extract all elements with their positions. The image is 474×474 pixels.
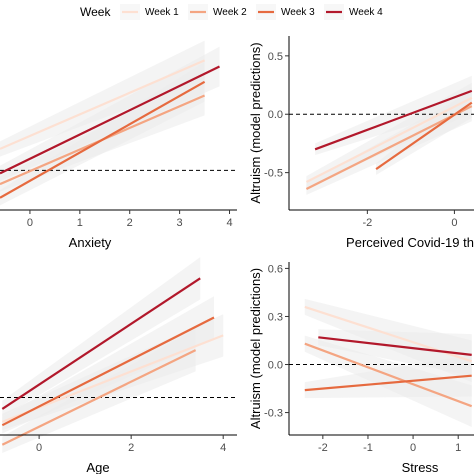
series-line-week-1 bbox=[0, 59, 206, 150]
series-line-week-4 bbox=[318, 336, 472, 356]
series-line-week-3 bbox=[375, 101, 473, 171]
legend-item-week-3: Week 3 bbox=[256, 4, 315, 20]
x-tick-label: 0 bbox=[36, 442, 42, 454]
x-tick-label: 2 bbox=[127, 217, 133, 229]
series-line-week-2 bbox=[304, 342, 473, 408]
x-tick-label: 0 bbox=[27, 217, 33, 229]
y-tick-label: 0.3 bbox=[268, 311, 283, 323]
series-line-week-1 bbox=[305, 96, 473, 183]
legend-label-week-1: Week 1 bbox=[145, 7, 179, 18]
y-axis-title: Altruism (model predictions) bbox=[248, 42, 263, 203]
legend-label-week-2: Week 2 bbox=[213, 7, 247, 18]
series-line-week-4 bbox=[0, 65, 220, 175]
series-line-week-3 bbox=[1, 316, 215, 427]
x-tick-label: 4 bbox=[220, 442, 226, 454]
legend-label-week-4: Week 4 bbox=[349, 7, 383, 18]
y-tick-label: -0.5 bbox=[264, 168, 283, 180]
legend: Week Week 1 Week 2 Week 3 Week 4 bbox=[80, 4, 383, 20]
x-tick-label: 1 bbox=[455, 442, 461, 454]
series-line-week-4 bbox=[1, 277, 201, 410]
panel-anxiety: 0 1 2 3 4 Anxiety bbox=[0, 40, 237, 250]
y-axis-title: Altruism (model predictions) bbox=[248, 268, 263, 429]
x-tick-label: 1 bbox=[77, 217, 83, 229]
x-axis-title: Age bbox=[86, 460, 109, 474]
x-axis-title: Perceived Covid-19 th bbox=[346, 235, 474, 250]
legend-item-week-4: Week 4 bbox=[324, 4, 383, 20]
series-line-week-4 bbox=[314, 89, 473, 151]
legend-item-week-2: Week 2 bbox=[188, 4, 247, 20]
series-line-week-2 bbox=[305, 105, 473, 190]
x-tick-label: 0 bbox=[410, 442, 416, 454]
x-tick-label: -1 bbox=[363, 442, 373, 454]
y-tick-label: 0.0 bbox=[268, 360, 283, 372]
x-tick-label: 3 bbox=[177, 217, 183, 229]
panel-stress: -2 -1 0 1 -0.3 0.0 0.3 0.6 Stress Altruism (model… bbox=[248, 262, 474, 474]
x-tick-label: -2 bbox=[318, 442, 328, 454]
y-tick-label: -0.3 bbox=[264, 408, 283, 420]
legend-title: Week bbox=[80, 5, 111, 19]
x-axis-title: Anxiety bbox=[69, 235, 112, 250]
panel-perceived-covid-threat: -2 0 -0.5 0.0 0.5 Perceived Covid-19 th Altrui… bbox=[248, 36, 474, 250]
legend-item-week-1: Week 1 bbox=[120, 4, 179, 20]
x-tick-label: 4 bbox=[226, 217, 232, 229]
x-axis-title: Stress bbox=[402, 460, 439, 474]
series-line-week-3 bbox=[304, 374, 472, 392]
series-line-week-2 bbox=[1, 349, 197, 446]
x-tick-label: 2 bbox=[128, 442, 134, 454]
x-tick-label: 0 bbox=[451, 217, 457, 229]
panel-age: 0 2 4 Age bbox=[0, 257, 237, 474]
y-tick-label: 0.5 bbox=[268, 51, 283, 63]
y-tick-label: 0.0 bbox=[268, 109, 283, 121]
legend-label-week-3: Week 3 bbox=[281, 7, 315, 18]
y-tick-label: 0.6 bbox=[268, 263, 283, 275]
series-line-week-3 bbox=[0, 80, 206, 199]
x-tick-label: -2 bbox=[362, 217, 372, 229]
